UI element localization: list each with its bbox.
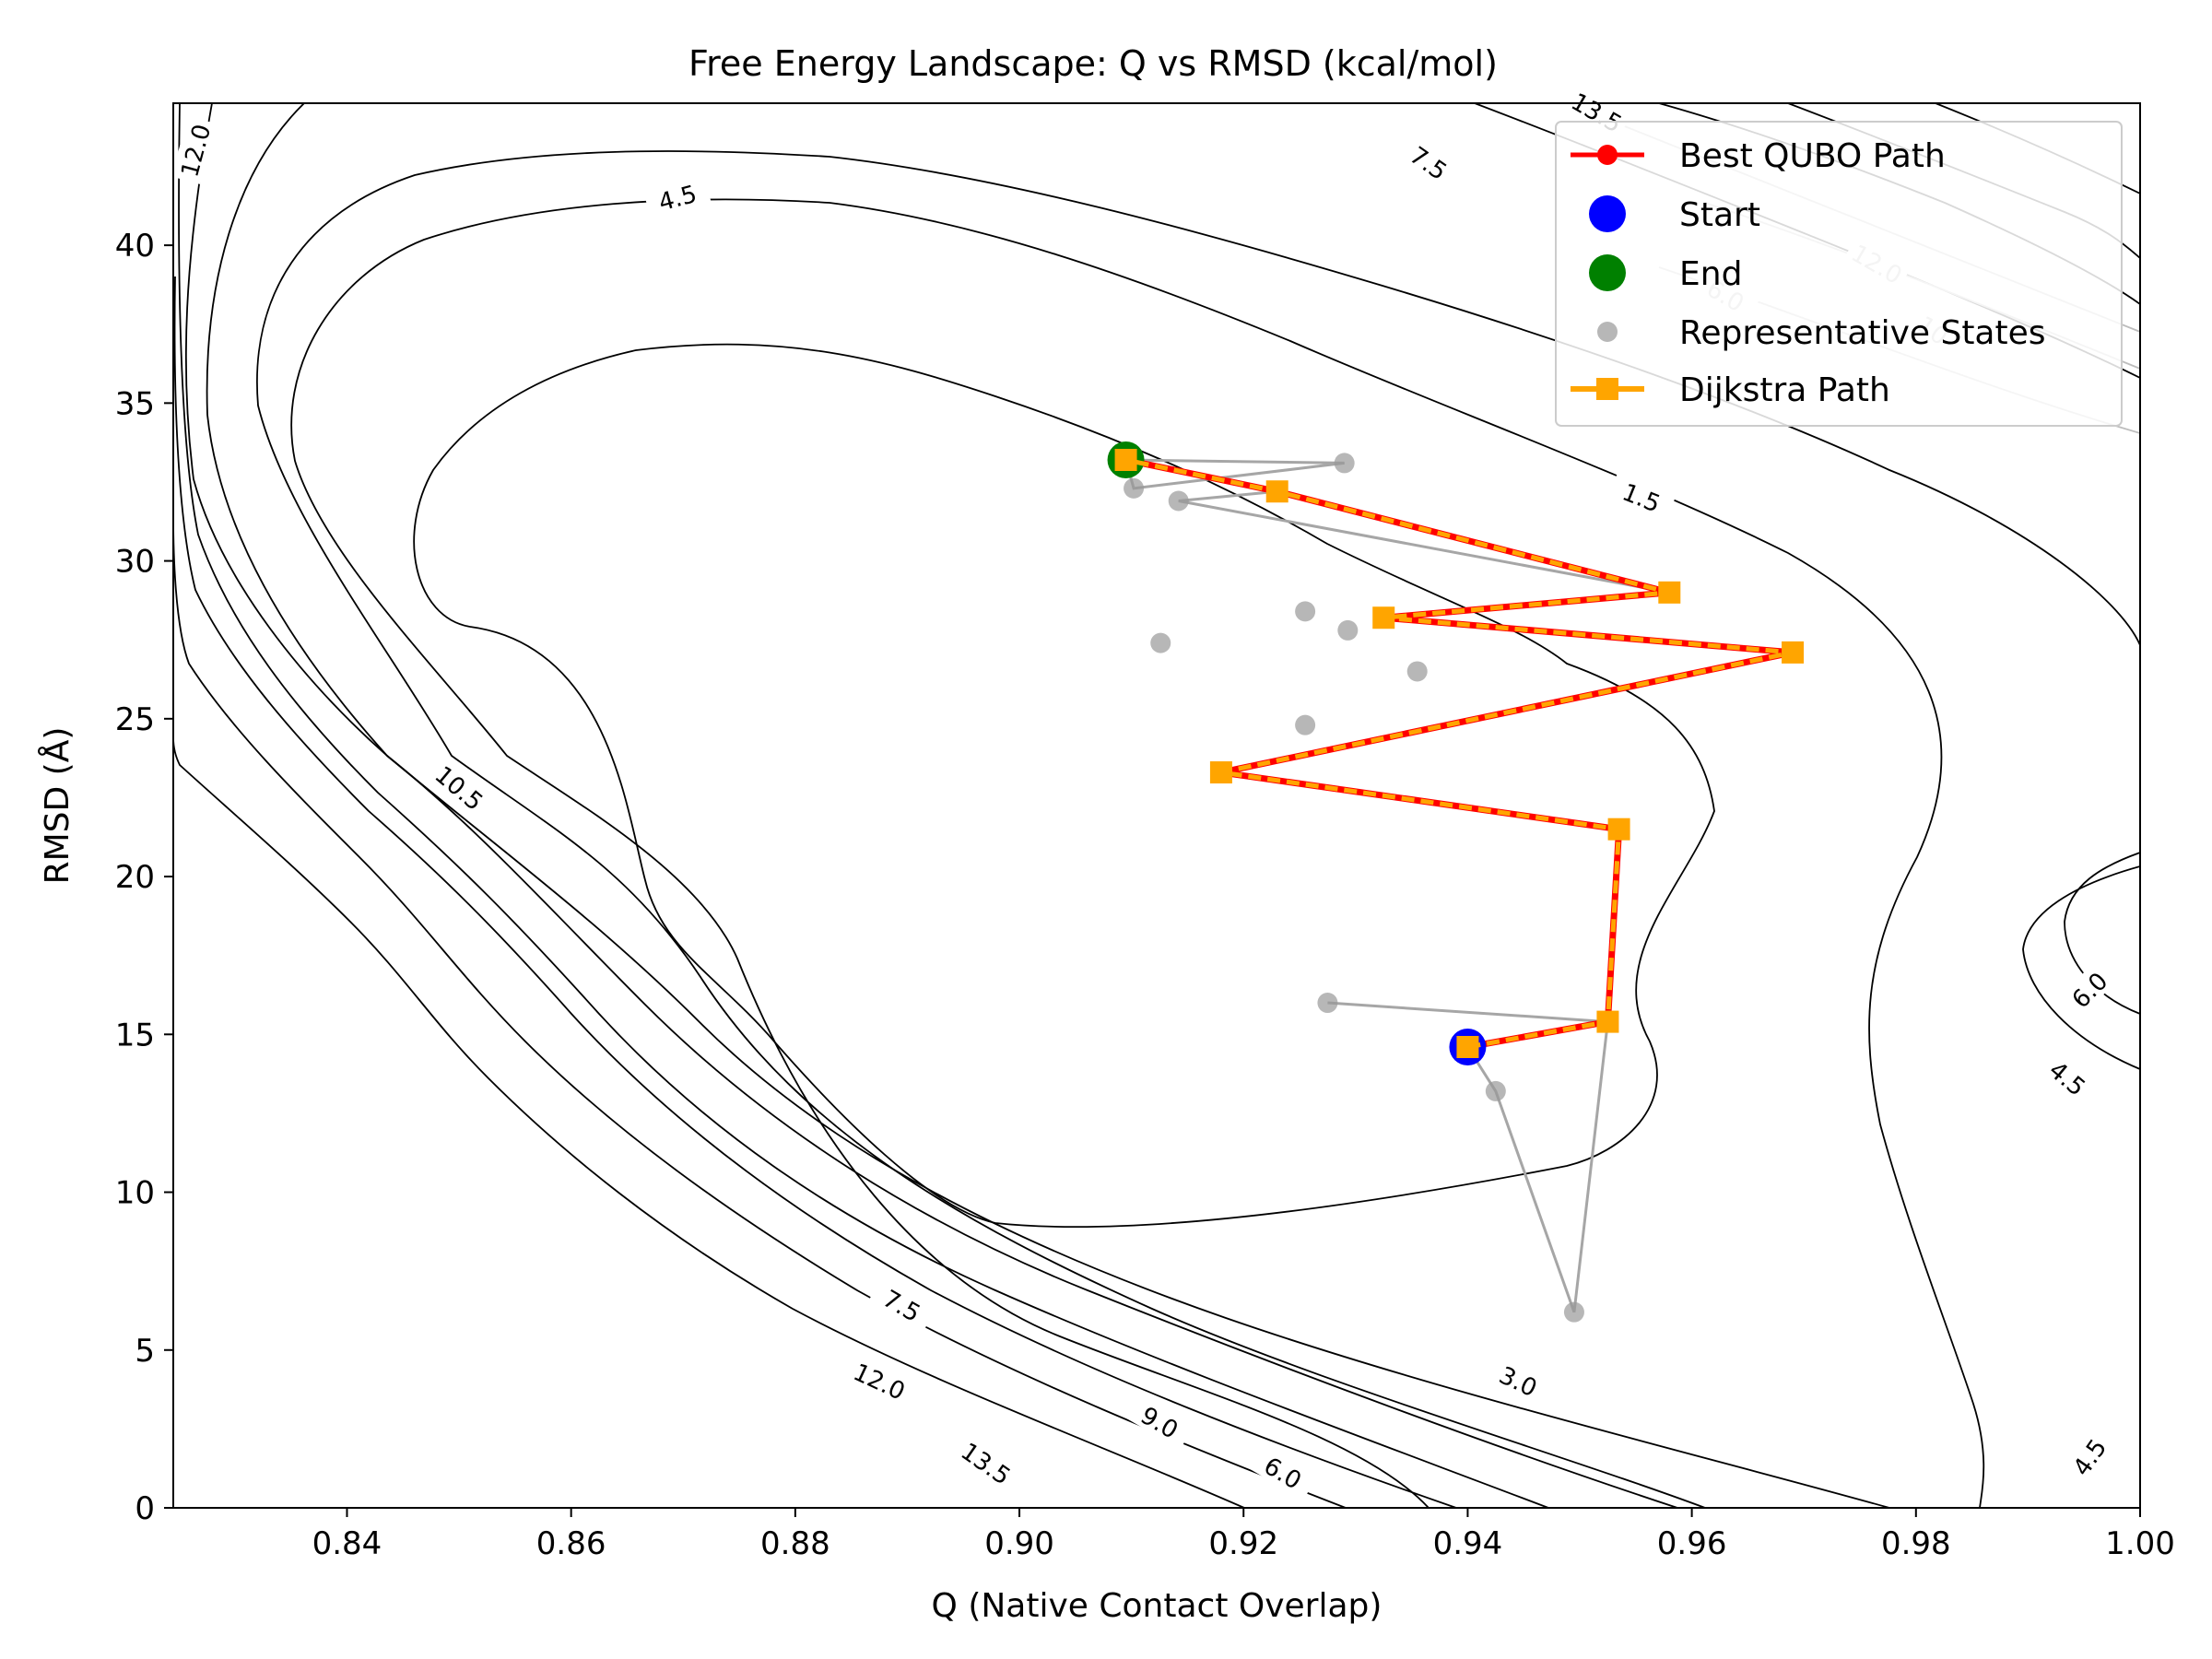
legend-end-marker: [1589, 254, 1626, 291]
x-tick-label: 0.98: [1881, 1525, 1951, 1562]
legend: Best QUBO Path Start End Representative …: [1555, 121, 2123, 427]
y-tick-label: 5: [135, 1333, 155, 1370]
legend-dijkstra-marker: [1596, 378, 1618, 400]
x-tick-label: 0.92: [1208, 1525, 1278, 1562]
dijkstra-path-point: [1265, 480, 1288, 503]
chart-title: Free Energy Landscape: Q vs RMSD (kcal/m…: [688, 43, 1498, 84]
contour-line-7-5: [184, 103, 1678, 1508]
representative-state-point: [1168, 490, 1189, 512]
legend-best-qubo-marker: [1597, 145, 1618, 165]
legend-start-marker: [1589, 195, 1626, 232]
y-tick-label: 20: [115, 859, 155, 896]
dijkstra-path-point: [1456, 1035, 1479, 1058]
series-layer: [1107, 441, 1805, 1323]
y-axis: 0 5 10 15 20 25 30 35 40: [115, 228, 173, 1527]
y-tick-label: 30: [115, 544, 155, 581]
contour-label-bg: [952, 1431, 1021, 1493]
contour-label-bg: [1249, 1442, 1319, 1500]
y-tick-label: 0: [135, 1490, 155, 1527]
representative-state-point: [1563, 1301, 1584, 1323]
contour-label-bg: [1607, 470, 1677, 522]
contour-line-4-5-right: [2022, 865, 2140, 1070]
contour-label-bg: [171, 115, 217, 184]
x-axis-label: Q (Native Contact Overlap): [932, 1587, 1382, 1625]
representative-state-point: [1150, 632, 1171, 653]
dijkstra-path-point: [1658, 581, 1681, 604]
dijkstra-path-point: [1596, 1010, 1619, 1033]
transition-edge: [1178, 500, 1670, 594]
legend-end-label: End: [1679, 255, 1742, 293]
x-tick-label: 0.90: [984, 1525, 1054, 1562]
x-tick-label: 0.88: [760, 1525, 830, 1562]
x-tick-label: 0.86: [536, 1525, 606, 1562]
contour-label-bg: [867, 1276, 937, 1333]
legend-start-label: Start: [1679, 196, 1760, 234]
contour-label-bg: [1394, 131, 1465, 193]
transition-edge: [1178, 489, 1277, 503]
contour-label-bg: [2058, 1422, 2119, 1491]
legend-states-label: Representative States: [1679, 314, 2046, 352]
plot-frame: [172, 102, 2141, 1509]
contour-line-10-5: [173, 276, 1457, 1508]
contour-label-bg: [427, 755, 494, 818]
representative-state-point: [1485, 1080, 1506, 1101]
representative-state-point: [1406, 661, 1428, 682]
contour-line-1-5: [413, 343, 1715, 1229]
y-tick-label: 25: [115, 701, 155, 738]
contour-line-6-0: [206, 103, 1890, 1508]
contour-label-bg: [1125, 1392, 1195, 1450]
contour-label-bg: [2034, 1045, 2102, 1109]
y-tick-label: 15: [115, 1017, 155, 1053]
y-axis-label: RMSD (Å): [37, 727, 76, 885]
legend-dijkstra-label: Dijkstra Path: [1679, 371, 1890, 409]
representative-state-point: [1295, 714, 1316, 735]
contour-label-bg: [845, 1353, 915, 1407]
x-tick-label: 1.00: [2105, 1525, 2175, 1562]
x-tick-label: 0.94: [1433, 1525, 1503, 1562]
representative-state-point: [1124, 477, 1145, 499]
contour-label-bg: [642, 173, 712, 219]
x-tick-label: 0.84: [312, 1525, 382, 1562]
y-tick-label: 40: [115, 228, 155, 265]
legend-box: [1555, 121, 2123, 427]
contour-label-bg: [1484, 1353, 1554, 1407]
x-tick-label: 0.96: [1657, 1525, 1727, 1562]
dijkstra-path-point: [1607, 818, 1630, 841]
legend-best-qubo-label: Best QUBO Path: [1679, 137, 1946, 175]
contour-line-12-0: [173, 515, 1347, 1508]
representative-state-point: [1337, 619, 1359, 641]
contour-line-3-0: [290, 198, 1985, 1508]
representative-state-point: [1317, 993, 1338, 1014]
contour-label-bg: [2055, 956, 2122, 1022]
representative-state-point: [1295, 601, 1316, 622]
y-tick-label: 10: [115, 1175, 155, 1212]
y-tick-label: 35: [115, 385, 155, 422]
dijkstra-path-point: [1782, 641, 1805, 664]
dijkstra-path-point: [1209, 761, 1232, 784]
dijkstra-path-point: [1372, 606, 1395, 629]
representative-state-point: [1334, 453, 1355, 474]
contour-line-9-0: [178, 103, 1549, 1508]
contour-line-13-5: [173, 736, 1245, 1508]
legend-states-marker: [1597, 322, 1618, 342]
x-axis: 0.84 0.86 0.88 0.90 0.92 0.94 0.96 0.98 1.00: [312, 1508, 2175, 1562]
dijkstra-path-point: [1114, 448, 1137, 471]
